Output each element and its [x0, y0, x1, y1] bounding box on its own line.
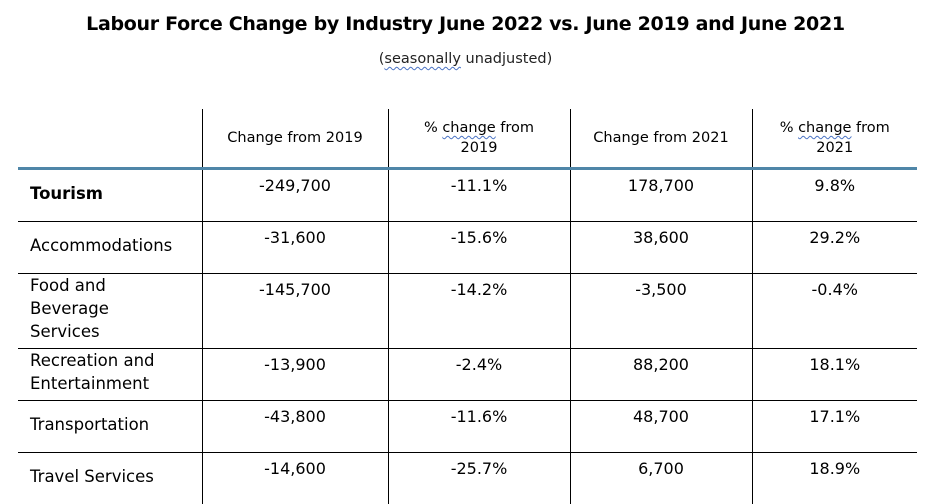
- header-pct-prefix: %: [780, 120, 798, 136]
- cell-pct-change-2021: 17.1%: [752, 401, 917, 453]
- header-change-from-2021: Change from 2021: [570, 109, 752, 169]
- cell-pct-change-2019: -14.2%: [388, 274, 570, 349]
- cell-pct-change-2019: -15.6%: [388, 222, 570, 274]
- header-pct-prefix: %: [424, 120, 442, 136]
- cell-change-2019: -14,600: [202, 453, 388, 504]
- category-line: Services: [30, 322, 100, 341]
- page-title: Labour Force Change by Industry June 202…: [0, 13, 931, 35]
- header-pct-year: 2019: [461, 140, 498, 156]
- header-flagged-word: change: [798, 120, 851, 136]
- header-pct-suffix: from: [496, 120, 534, 136]
- cell-change-2019: -249,700: [202, 169, 388, 222]
- row-category: Recreation and Entertainment: [18, 349, 202, 401]
- cell-change-2019: -43,800: [202, 401, 388, 453]
- cell-pct-change-2019: -2.4%: [388, 349, 570, 401]
- cell-pct-change-2021: -0.4%: [752, 274, 917, 349]
- header-flagged-word: change: [442, 120, 495, 136]
- cell-pct-change-2021: 9.8%: [752, 169, 917, 222]
- subtitle-rest: unadjusted): [461, 51, 552, 67]
- table-row: Transportation -43,800 -11.6% 48,700 17.…: [18, 401, 917, 453]
- header-pct-change-from-2021: % change from 2021: [752, 109, 917, 169]
- cell-change-2021: 178,700: [570, 169, 752, 222]
- cell-change-2021: -3,500: [570, 274, 752, 349]
- header-pct-suffix: from: [851, 120, 889, 136]
- page-subtitle: (seasonally unadjusted): [0, 51, 931, 67]
- cell-pct-change-2019: -11.6%: [388, 401, 570, 453]
- category-line: Food and: [30, 276, 106, 295]
- table-row: Travel Services -14,600 -25.7% 6,700 18.…: [18, 453, 917, 504]
- row-category: Food and Beverage Services: [18, 274, 202, 349]
- header-pct-change-from-2019: % change from 2019: [388, 109, 570, 169]
- cell-change-2019: -31,600: [202, 222, 388, 274]
- cell-pct-change-2021: 29.2%: [752, 222, 917, 274]
- category-line: Recreation and: [30, 351, 155, 370]
- cell-pct-change-2021: 18.1%: [752, 349, 917, 401]
- row-category: Transportation: [18, 401, 202, 453]
- table-row: Food and Beverage Services -145,700 -14.2%…: [18, 274, 917, 349]
- cell-change-2019: -13,900: [202, 349, 388, 401]
- table-row: Accommodations -31,600 -15.6% 38,600 29.…: [18, 222, 917, 274]
- table-row: Recreation and Entertainment -13,900 -2.4…: [18, 349, 917, 401]
- cell-change-2021: 48,700: [570, 401, 752, 453]
- row-category: Accommodations: [18, 222, 202, 274]
- table-row: Tourism -249,700 -11.1% 178,700 9.8%: [18, 169, 917, 222]
- cell-change-2021: 38,600: [570, 222, 752, 274]
- cell-pct-change-2021: 18.9%: [752, 453, 917, 504]
- cell-change-2021: 88,200: [570, 349, 752, 401]
- cell-pct-change-2019: -11.1%: [388, 169, 570, 222]
- cell-pct-change-2019: -25.7%: [388, 453, 570, 504]
- labour-force-table: Change from 2019 % change from 2019 Chang…: [18, 109, 917, 504]
- row-category: Travel Services: [18, 453, 202, 504]
- cell-change-2021: 6,700: [570, 453, 752, 504]
- row-category: Tourism: [18, 169, 202, 222]
- category-line: Beverage: [30, 299, 109, 318]
- category-line: Entertainment: [30, 374, 149, 393]
- subtitle-flagged-word: seasonally: [384, 51, 461, 67]
- header-industry: [18, 109, 202, 169]
- header-pct-year: 2021: [816, 140, 853, 156]
- header-row: Change from 2019 % change from 2019 Chang…: [18, 109, 917, 169]
- header-change-from-2019: Change from 2019: [202, 109, 388, 169]
- cell-change-2019: -145,700: [202, 274, 388, 349]
